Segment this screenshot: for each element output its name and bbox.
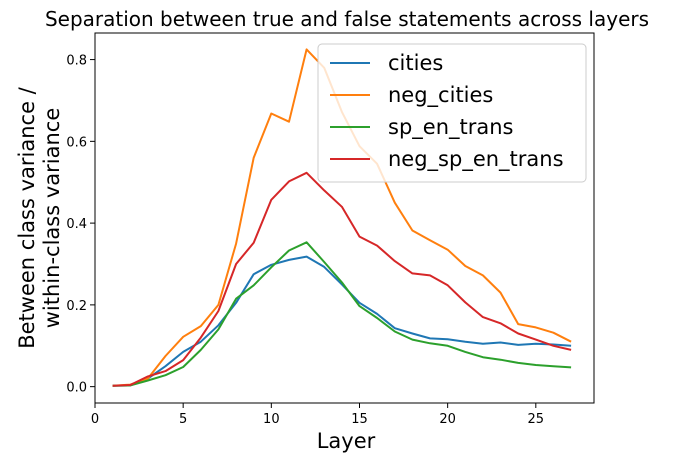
x-tick-label: 20 <box>439 412 456 427</box>
plot-frame <box>94 32 595 404</box>
x-tick-label: 5 <box>179 412 187 427</box>
chart-title: Separation between true and false statem… <box>45 7 649 31</box>
y-axis-label-line-1: Between class variance / <box>15 86 39 348</box>
series-line-neg-sp-en-trans <box>112 171 572 387</box>
legend-label-neg-cities: neg_cities <box>388 83 493 108</box>
series-line-cities <box>112 255 572 387</box>
x-tick-label: 10 <box>263 412 280 427</box>
y-tick-label: 0.8 <box>66 54 87 69</box>
legend: cities neg_cities sp_en_trans neg_sp_en_tra… <box>317 43 587 183</box>
y-tick-label: 0.0 <box>66 381 87 396</box>
y-axis-label: Between class variance / within-class va… <box>15 86 64 348</box>
y-tick-label: 0.6 <box>66 135 87 150</box>
series-lines <box>112 48 572 387</box>
x-tick-label: 25 <box>528 412 545 427</box>
legend-label-neg-sp-en-trans: neg_sp_en_trans <box>388 147 564 172</box>
y-tick-label: 0.4 <box>66 217 87 232</box>
x-tick-label: 0 <box>91 412 99 427</box>
legend-label-cities: cities <box>388 51 443 75</box>
y-axis-label-line-2: within-class variance <box>40 108 64 329</box>
legend-box <box>317 43 587 183</box>
legend-label-sp-en-trans: sp_en_trans <box>388 115 514 140</box>
y-tick-label: 0.2 <box>66 299 87 314</box>
axis-ticks: 0 5 10 15 20 25 0.0 0.2 0.4 0.6 0.8 <box>66 54 544 427</box>
x-tick-label: 15 <box>351 412 368 427</box>
series-line-sp-en-trans <box>112 241 572 387</box>
x-axis-label: Layer <box>317 429 376 453</box>
